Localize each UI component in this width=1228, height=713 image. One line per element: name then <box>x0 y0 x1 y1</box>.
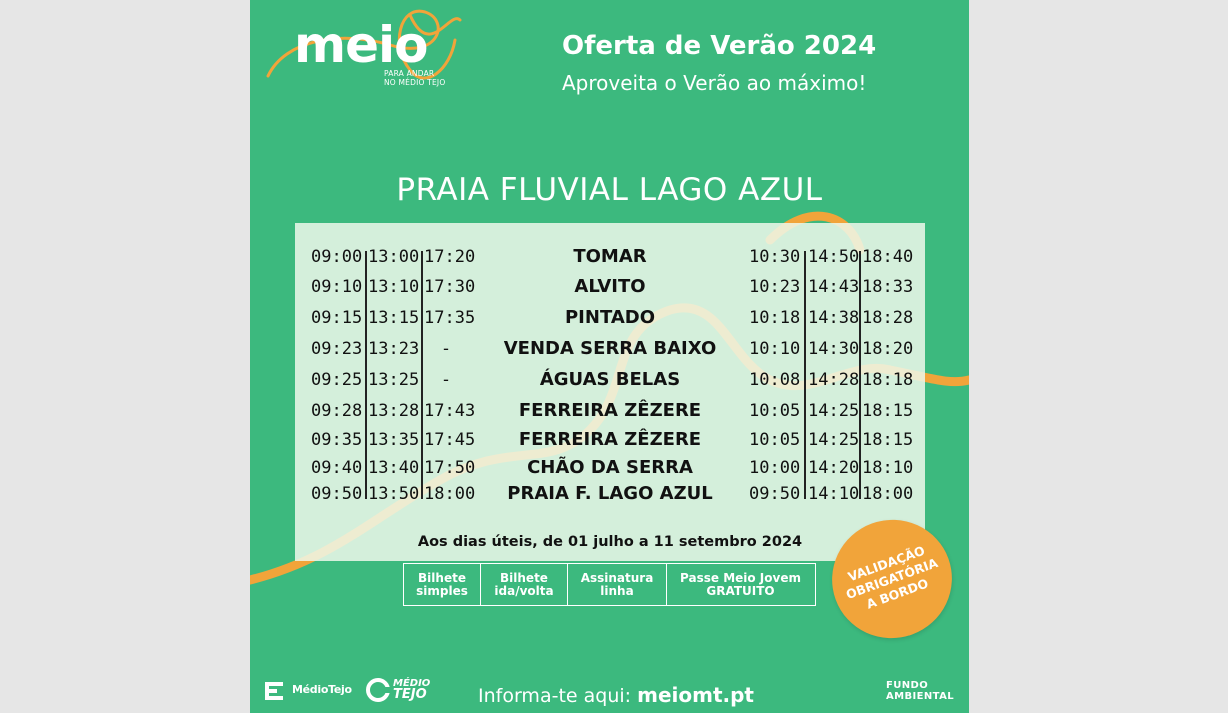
medio-tejo-logo: MÉDIO TEJO <box>365 676 435 706</box>
outbound-time: 13:15 <box>368 308 420 328</box>
timetable-divider <box>421 251 423 499</box>
outbound-time: 13:50 <box>368 484 420 504</box>
outbound-time: 13:40 <box>368 458 420 478</box>
ticket-type: Bilhete simples <box>404 564 481 605</box>
outbound-time: 13:23 <box>368 339 420 359</box>
return-time: 14:30 <box>808 339 860 359</box>
return-time: 10:10 <box>749 339 801 359</box>
return-time: 14:20 <box>808 458 860 478</box>
outbound-time: 09:40 <box>311 458 363 478</box>
timetable-row: 09:28 13:28 17:43 FERREIRA ZÊZERE 10:05 … <box>295 398 925 424</box>
timetable-divider <box>859 251 861 499</box>
return-time: 10:23 <box>749 277 801 297</box>
outbound-time: 09:50 <box>311 484 363 504</box>
return-time: 14:25 <box>808 401 860 421</box>
outbound-time: 13:35 <box>368 430 420 450</box>
return-time: 10:30 <box>749 247 801 267</box>
outbound-time: 13:28 <box>368 401 420 421</box>
outbound-time: 09:28 <box>311 401 363 421</box>
schedule-note: Aos dias úteis, de 01 julho a 11 setembr… <box>417 534 803 550</box>
stop-name: VENDA SERRA BAIXO <box>503 338 717 359</box>
outbound-time: 17:45 <box>424 430 476 450</box>
footer-info: Informa-te aqui: meiomt.pt <box>478 683 754 707</box>
info-link[interactable]: meiomt.pt <box>637 683 754 707</box>
return-time: 14:43 <box>808 277 860 297</box>
return-time: 10:08 <box>749 370 801 390</box>
ticket-types: Bilhete simples Bilhete ida/volta Assinatu… <box>403 563 816 606</box>
timetable-row: 09:50 13:50 18:00 PRAIA F. LAGO AZUL 09:… <box>295 481 925 507</box>
outbound-time: 13:10 <box>368 277 420 297</box>
return-time: 18:00 <box>862 484 914 504</box>
outbound-time: 09:10 <box>311 277 363 297</box>
stop-name: FERREIRA ZÊZERE <box>518 400 702 421</box>
return-time: 14:28 <box>808 370 860 390</box>
outbound-time: - <box>440 370 452 390</box>
return-time: 18:33 <box>862 277 914 297</box>
outbound-time: 09:23 <box>311 339 363 359</box>
stop-name: ALVITO <box>574 276 646 297</box>
logo-tagline: PARA ANDAR NO MÉDIO TEJO <box>384 69 446 87</box>
timetable-row: 09:23 13:23 - VENDA SERRA BAIXO 10:10 14… <box>295 336 925 362</box>
offer-subtitle: Aproveita o Verão ao máximo! <box>562 71 867 95</box>
stop-name: TOMAR <box>573 246 647 267</box>
outbound-time: 17:43 <box>424 401 476 421</box>
timetable-panel: 09:00 13:00 17:20 TOMAR 10:30 14:50 18:4… <box>295 223 925 561</box>
ticket-type: Assinatura linha <box>568 564 667 605</box>
outbound-time: 09:25 <box>311 370 363 390</box>
return-time: 18:10 <box>862 458 914 478</box>
outbound-time: 09:15 <box>311 308 363 328</box>
return-time: 18:15 <box>862 401 914 421</box>
timetable-divider <box>804 251 806 499</box>
return-time: 18:28 <box>862 308 914 328</box>
outbound-time: 17:30 <box>424 277 476 297</box>
return-time: 14:38 <box>808 308 860 328</box>
outbound-time: 09:35 <box>311 430 363 450</box>
return-time: 18:18 <box>862 370 914 390</box>
fundo-ambiental-logo: FUNDO AMBIENTAL <box>886 680 954 702</box>
meio-logo: meio <box>294 16 428 74</box>
return-time: 10:00 <box>749 458 801 478</box>
timetable-row: 09:00 13:00 17:20 TOMAR 10:30 14:50 18:4… <box>295 244 925 270</box>
return-time: 18:40 <box>862 247 914 267</box>
outbound-time: 13:00 <box>368 247 420 267</box>
outbound-time: 17:20 <box>424 247 476 267</box>
outbound-time: 18:00 <box>424 484 476 504</box>
timetable-row: 09:40 13:40 17:50 CHÃO DA SERRA 10:00 14… <box>295 455 925 481</box>
offer-title: Oferta de Verão 2024 <box>562 31 877 61</box>
stop-name: FERREIRA ZÊZERE <box>518 429 702 450</box>
ticket-type: Bilhete ida/volta <box>481 564 568 605</box>
return-time: 10:05 <box>749 430 801 450</box>
ticket-type: Passe Meio Jovem GRATUITO <box>680 570 801 598</box>
stop-name: PRAIA F. LAGO AZUL <box>507 483 713 504</box>
return-time: 18:15 <box>862 430 914 450</box>
timetable-divider <box>365 251 367 499</box>
stop-name: PINTADO <box>564 307 655 328</box>
timetable-row: 09:15 13:15 17:35 PINTADO 10:18 14:38 18… <box>295 305 925 331</box>
destination-title: PRAIA FLUVIAL LAGO AZUL <box>396 172 823 208</box>
outbound-time: 17:50 <box>424 458 476 478</box>
outbound-time: - <box>440 339 452 359</box>
return-time: 14:50 <box>808 247 860 267</box>
stop-name: ÁGUAS BELAS <box>539 369 681 390</box>
medio-tejo-circle-icon <box>366 678 391 702</box>
outbound-time: 17:35 <box>424 308 476 328</box>
outbound-time: 09:00 <box>311 247 363 267</box>
poster: meio PARA ANDAR NO MÉDIO TEJO Oferta de … <box>250 0 969 713</box>
outbound-time: 13:25 <box>368 370 420 390</box>
timetable-row: 09:10 13:10 17:30 ALVITO 10:23 14:43 18:… <box>295 274 925 300</box>
mediotejo-mark-icon <box>265 682 283 700</box>
return-time: 18:20 <box>862 339 914 359</box>
return-time: 09:50 <box>749 484 801 504</box>
return-time: 10:05 <box>749 401 801 421</box>
return-time: 10:18 <box>749 308 801 328</box>
timetable-row: 09:35 13:35 17:45 FERREIRA ZÊZERE 10:05 … <box>295 427 925 453</box>
mediotejo-logo: MédioTejo <box>264 680 360 704</box>
return-time: 14:10 <box>808 484 860 504</box>
stop-name: CHÃO DA SERRA <box>527 457 693 478</box>
return-time: 14:25 <box>808 430 860 450</box>
timetable-row: 09:25 13:25 - ÁGUAS BELAS 10:08 14:28 18… <box>295 367 925 393</box>
